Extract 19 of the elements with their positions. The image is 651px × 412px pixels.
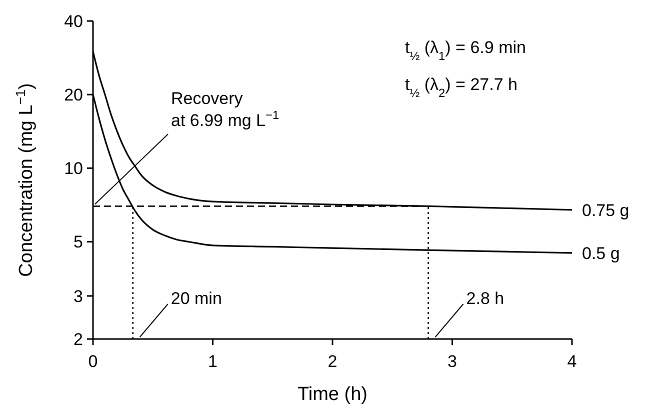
x-tick-label: 0	[88, 352, 98, 371]
annotation: Recovery at 6.99 mg L$^{−1}$	[171, 89, 280, 130]
y-tick-label: 2	[74, 330, 83, 349]
annotation: t$_{½}$ (λ$_{1}$) = 6.9 min	[405, 38, 526, 63]
y-tick-label: 40	[64, 12, 83, 31]
x-tick-label: 4	[567, 352, 577, 371]
y-tick-label: 3	[74, 286, 83, 306]
series-label: 0.75 g	[582, 200, 630, 220]
annotation: 20 min	[170, 289, 222, 308]
y-tick-label: 20	[64, 86, 83, 105]
series-label: 0.5 g	[582, 244, 620, 263]
annotation: t$_{½}$ (λ$_{2}$) = 27.7 h	[405, 75, 518, 100]
x-tick-label: 1	[208, 352, 218, 371]
x-tick-label: 3	[448, 352, 457, 371]
y-tick-label: 10	[64, 159, 83, 178]
y-tick-label: 5	[74, 232, 83, 252]
x-axis-title: Time (h)	[297, 384, 368, 405]
annotation: 2.8 h	[466, 289, 504, 308]
x-tick-label: 2	[328, 352, 338, 371]
